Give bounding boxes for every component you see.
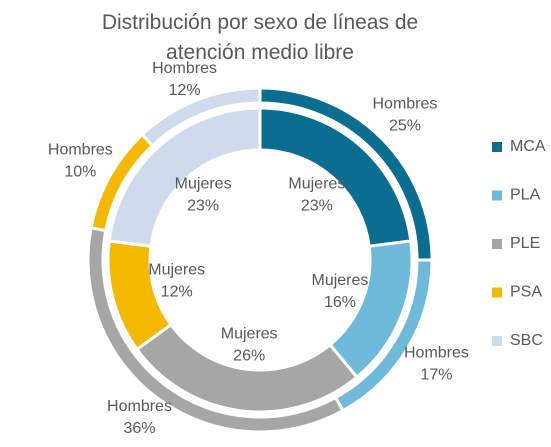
slice-label-name: Hombres: [48, 141, 113, 158]
chart-title: Distribución por sexo de líneas de atenc…: [101, 11, 419, 64]
slice-label-name: Hombres: [373, 95, 438, 112]
slice-label-name: Mujeres: [221, 326, 278, 343]
legend-swatch: [492, 239, 502, 249]
slice-label-name: Hombres: [107, 398, 172, 415]
legend-swatch: [492, 190, 502, 201]
legend-swatch: [492, 336, 502, 346]
slice-label-name: Hombres: [152, 60, 217, 77]
legend-swatch: [492, 287, 502, 298]
legend-label: PLE: [510, 235, 540, 252]
slice-label-value: 25%: [389, 117, 421, 134]
slice-label-name: Mujeres: [288, 176, 345, 193]
slice-label-value: 17%: [420, 367, 452, 384]
legend-label: SBC: [510, 332, 543, 349]
slice-label-value: 26%: [233, 348, 265, 365]
slice-label-value: 23%: [187, 198, 219, 215]
donut-slice: [140, 86, 262, 148]
legend-label: MCA: [510, 138, 546, 155]
slice-label-name: Mujeres: [148, 262, 205, 279]
legend-label: PLA: [510, 187, 541, 204]
legend-swatch: [492, 142, 502, 152]
slice-label-value: 23%: [301, 198, 333, 215]
legend-label: PSA: [510, 284, 542, 301]
slice-label-value: 12%: [169, 82, 201, 99]
slice-label-value: 10%: [64, 163, 96, 180]
slice-label-value: 12%: [161, 284, 193, 301]
slice-label-name: Mujeres: [175, 176, 232, 193]
slice-label-value: 36%: [123, 420, 155, 437]
donut-slice: [107, 106, 262, 248]
slice-label-name: Mujeres: [312, 272, 369, 289]
slice-label-value: 16%: [324, 294, 356, 311]
slice-label-name: Hombres: [404, 345, 469, 362]
